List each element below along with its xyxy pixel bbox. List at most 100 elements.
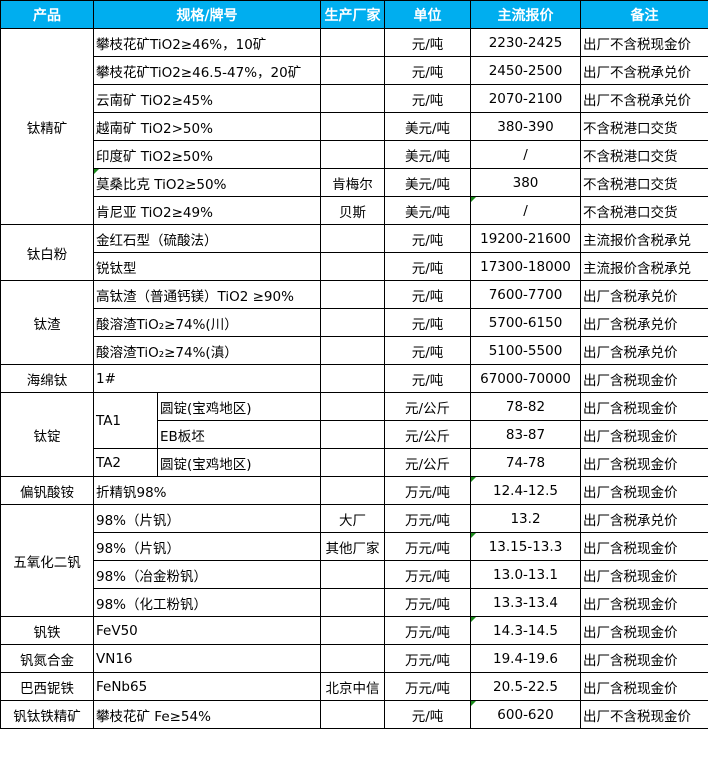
producer-cell	[320, 252, 385, 281]
price-cell: 5100-5500	[470, 336, 581, 365]
spec-cell: 1#	[93, 364, 321, 393]
price-cell: 13.15-13.3	[470, 532, 581, 561]
price-cell: 19200-21600	[470, 224, 581, 253]
unit-cell: 万元/吨	[384, 616, 471, 645]
comment-marker-icon	[471, 701, 476, 706]
table-row: 酸溶渣TiO₂≥74%(川） 元/吨 5700-6150 出厂含税承兑价	[1, 308, 708, 337]
producer-cell	[320, 560, 385, 589]
note-cell: 主流报价含税承兑	[580, 252, 708, 281]
note-cell: 出厂含税现金价	[580, 476, 708, 505]
producer-cell: 大厂	[320, 504, 385, 533]
price-cell: 2230-2425	[470, 28, 581, 57]
spec-cell: 金红石型（硫酸法）	[93, 224, 321, 253]
spec-cell: 越南矿 TiO2>50%	[93, 112, 321, 141]
spec-cell: 98%（化工粉钒）	[93, 588, 321, 617]
producer-cell	[320, 84, 385, 113]
table-row: 云南矿 TiO2≥45% 元/吨 2070-2100 出厂不含税承兑价	[1, 84, 708, 113]
unit-cell: 元/公斤	[384, 420, 471, 449]
table-row: 98%（片钒） 其他厂家 万元/吨 13.15-13.3 出厂含税现金价	[1, 532, 708, 561]
product-cell: 巴西铌铁	[0, 672, 94, 701]
header-price: 主流报价	[470, 0, 581, 29]
product-cell: 钛锭	[0, 392, 94, 477]
table-row: 巴西铌铁 FeNb65 北京中信 万元/吨 20.5-22.5 出厂含税现金价	[0, 672, 708, 701]
spec-cell: 圆锭(宝鸡地区)	[157, 392, 321, 421]
unit-cell: 元/吨	[384, 28, 471, 57]
spec-cell: 攀枝花矿 Fe≥54%	[93, 700, 321, 729]
spec-cell: 云南矿 TiO2≥45%	[93, 84, 321, 113]
unit-cell: 美元/吨	[384, 140, 471, 169]
table-row: 钛锭 TA1 圆锭(宝鸡地区) 元/公斤 78-82 出厂含税现金价	[0, 392, 708, 477]
producer-cell	[320, 112, 385, 141]
price-cell: 78-82	[470, 392, 581, 421]
note-cell: 出厂含税现金价	[580, 616, 708, 645]
table-row: 印度矿 TiO2≥50% 美元/吨 / 不含税港口交货	[1, 140, 708, 169]
price-cell: 67000-70000	[470, 364, 581, 393]
header-spec: 规格/牌号	[93, 0, 321, 29]
header-note: 备注	[580, 0, 708, 29]
note-cell: 出厂含税现金价	[580, 364, 708, 393]
product-cell: 钛白粉	[0, 224, 94, 281]
producer-cell	[320, 28, 385, 57]
price-table: 产品 规格/牌号 生产厂家 单位 主流报价 备注 钛精矿 攀枝花矿TiO2≥46%…	[0, 0, 708, 729]
unit-cell: 元/吨	[384, 84, 471, 113]
unit-cell: 美元/吨	[384, 196, 471, 225]
unit-cell: 万元/吨	[384, 504, 471, 533]
header-producer: 生产厂家	[320, 0, 385, 29]
spec-cell: 酸溶渣TiO₂≥74%(滇）	[93, 336, 321, 365]
note-cell: 出厂不含税承兑价	[580, 56, 708, 85]
note-cell: 出厂不含税现金价	[580, 28, 708, 57]
table-row: 锐钛型 元/吨 17300-18000 主流报价含税承兑	[1, 252, 708, 281]
table-row: 酸溶渣TiO₂≥74%(滇） 元/吨 5100-5500 出厂含税承兑价	[1, 336, 708, 365]
spec-cell: 98%（片钒）	[93, 504, 321, 533]
producer-cell	[320, 392, 385, 421]
price-cell: 2450-2500	[470, 56, 581, 85]
price-cell: 2070-2100	[470, 84, 581, 113]
producer-cell	[320, 588, 385, 617]
grade-cell: TA1	[93, 392, 158, 449]
price-cell: /	[470, 140, 581, 169]
product-cell: 钛精矿	[0, 28, 94, 225]
comment-marker-icon	[471, 617, 476, 622]
product-cell: 钛渣	[0, 280, 94, 365]
producer-cell	[320, 336, 385, 365]
spec-cell: 肯尼亚 TiO2≥49%	[93, 196, 321, 225]
spec-cell: 98%（冶金粉钒）	[93, 560, 321, 589]
unit-cell: 元/吨	[384, 308, 471, 337]
unit-cell: 元/吨	[384, 252, 471, 281]
price-cell: 600-620	[470, 700, 581, 729]
comment-marker-icon	[94, 169, 99, 174]
note-cell: 主流报价含税承兑	[580, 224, 708, 253]
price-cell: 380	[470, 168, 581, 197]
note-cell: 出厂含税现金价	[580, 644, 708, 673]
comment-marker-icon	[471, 533, 476, 538]
table-row: 肯尼亚 TiO2≥49% 贝斯 美元/吨 / 不含税港口交货	[1, 196, 708, 225]
producer-cell	[320, 644, 385, 673]
note-cell: 出厂含税承兑价	[580, 308, 708, 337]
producer-cell	[320, 56, 385, 85]
table-row: TA2 圆锭(宝鸡地区) 元/公斤 74-78 出厂含税现金价	[1, 448, 708, 477]
unit-cell: 元/公斤	[384, 448, 471, 477]
note-cell: 出厂含税承兑价	[580, 336, 708, 365]
note-cell: 不含税港口交货	[580, 196, 708, 225]
spec-cell: 印度矿 TiO2≥50%	[93, 140, 321, 169]
note-cell: 出厂含税现金价	[580, 560, 708, 589]
price-cell: 83-87	[470, 420, 581, 449]
price-cell: 7600-7700	[470, 280, 581, 309]
header-product: 产品	[0, 0, 94, 29]
note-cell: 出厂含税现金价	[580, 420, 708, 449]
producer-cell: 肯梅尔	[320, 168, 385, 197]
spec-cell: FeV50	[93, 616, 321, 645]
product-cell: 钒钛铁精矿	[0, 700, 94, 729]
spec-cell: EB板坯	[157, 420, 321, 449]
table-row: 莫桑比克 TiO2≥50% 肯梅尔 美元/吨 380 不含税港口交货	[1, 168, 708, 197]
unit-cell: 元/吨	[384, 56, 471, 85]
unit-cell: 万元/吨	[384, 672, 471, 701]
table-row: 偏钒酸铵 折精钒98% 万元/吨 12.4-12.5 出厂含税现金价	[0, 476, 708, 505]
comment-marker-icon	[471, 477, 476, 482]
producer-cell	[320, 364, 385, 393]
price-cell: 13.2	[470, 504, 581, 533]
spec-cell: FeNb65	[93, 672, 321, 701]
producer-cell: 贝斯	[320, 196, 385, 225]
unit-cell: 元/吨	[384, 336, 471, 365]
comment-marker-icon	[471, 197, 476, 202]
